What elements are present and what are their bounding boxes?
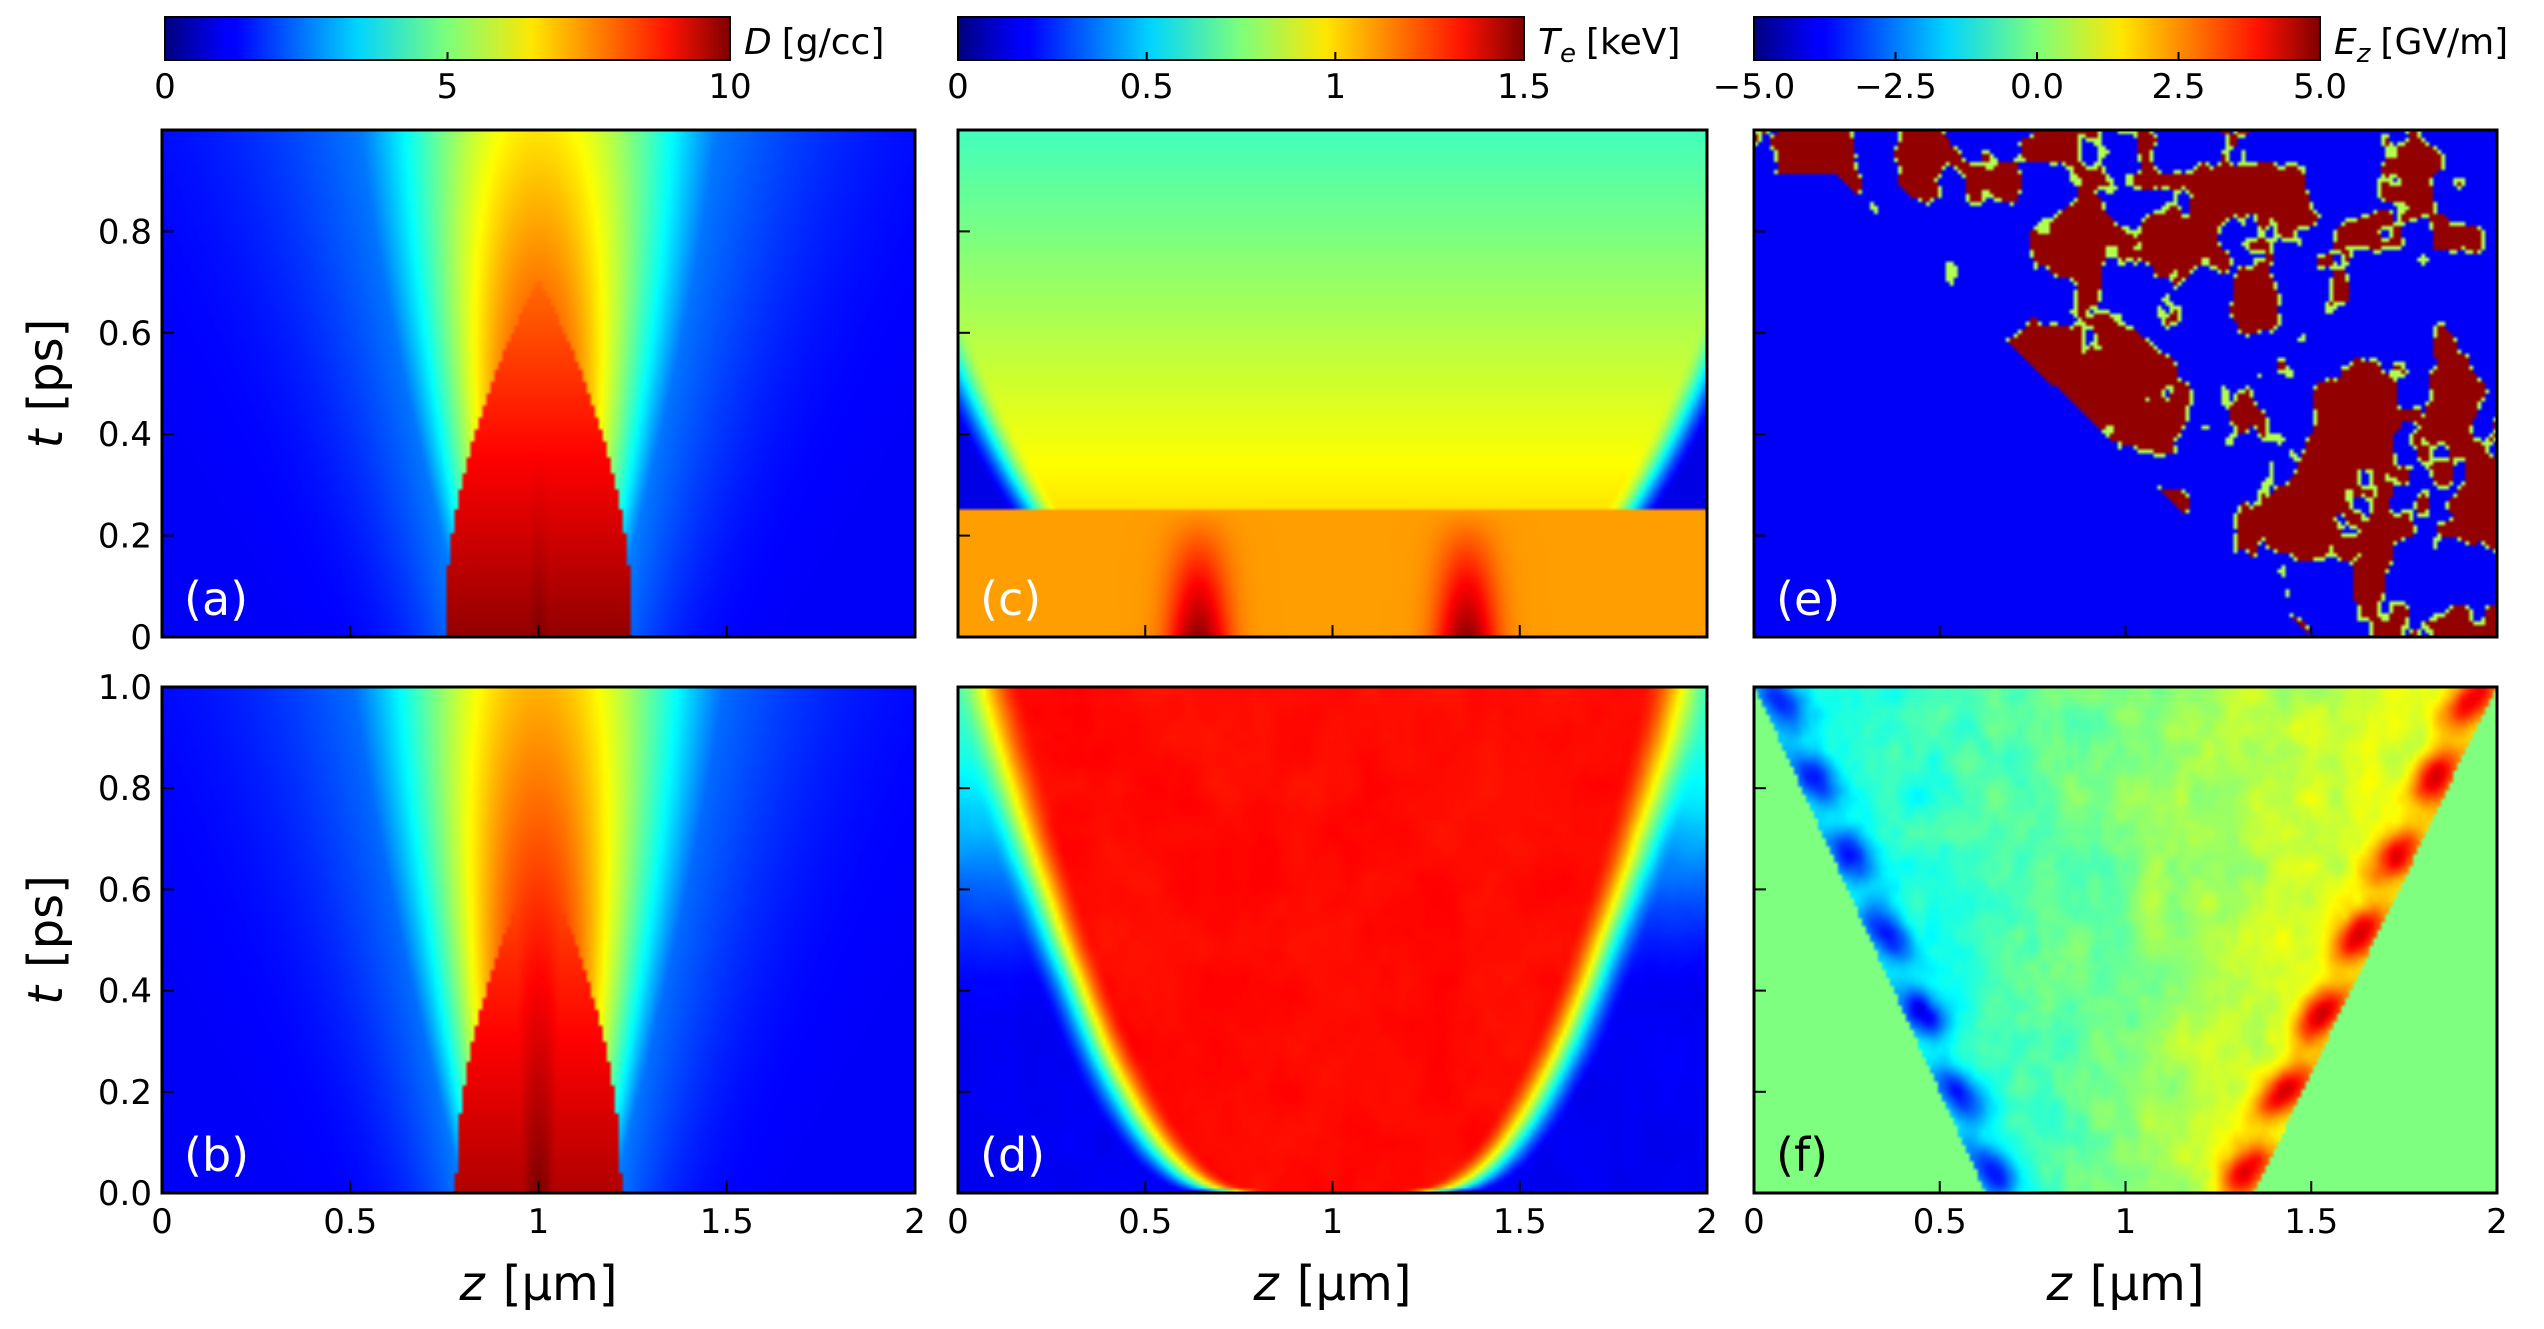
y-tick-label: 0.6 xyxy=(98,314,152,354)
heatmap-e xyxy=(1754,130,2497,637)
x-tick-label: 0.5 xyxy=(323,1202,377,1242)
x-tick-label: 1 xyxy=(1322,1202,1344,1242)
colorbar-tick-label: 2.5 xyxy=(2151,67,2205,107)
x-axis-title-1: z [μm] xyxy=(459,1256,618,1312)
colorbar-tick-label: 0 xyxy=(154,67,176,107)
panel-label-b: (b) xyxy=(184,1128,249,1182)
x-tick-label: 2 xyxy=(904,1202,926,1242)
y-tick-label: 0.4 xyxy=(98,972,152,1012)
text-layer: (a) 0 0.2 0.4 0.6 0.8 (c) (e) (b) 0 0.5 1 1.5 2 0.0 0.2… xyxy=(18,22,2508,1312)
colorbar-tick-label: 0.5 xyxy=(1120,67,1174,107)
colorbar-label-3: Ez [GV/m] xyxy=(2334,22,2508,69)
colorbar-tick-label: 5.0 xyxy=(2293,67,2347,107)
x-tick-label: 1.5 xyxy=(700,1202,754,1242)
x-tick-label: 0 xyxy=(947,1202,969,1242)
heatmap-d xyxy=(958,687,1707,1193)
colorbar-tick-label: −5.0 xyxy=(1713,67,1796,107)
x-tick-label: 0.5 xyxy=(1118,1202,1172,1242)
x-tick-label: 0.5 xyxy=(1913,1202,1967,1242)
x-axis-title-2: z [μm] xyxy=(1253,1256,1412,1312)
x-tick-label: 0 xyxy=(151,1202,173,1242)
colorbar-tick-label: 1 xyxy=(1325,67,1347,107)
y-tick-label: 0.2 xyxy=(98,517,152,557)
y-tick-label: 0.8 xyxy=(98,769,152,809)
y-tick-label: 0.0 xyxy=(98,1174,152,1214)
heatmap-images xyxy=(162,130,2497,1193)
x-tick-label: 0 xyxy=(1743,1202,1765,1242)
y-axis-title-2: t[ps] xyxy=(18,875,74,1005)
y-tick-label: 0.8 xyxy=(98,212,152,252)
colorbar-2 xyxy=(957,16,1525,61)
x-tick-label: 2 xyxy=(1696,1202,1718,1242)
x-tick-label: 1 xyxy=(528,1202,550,1242)
panel-label-c: (c) xyxy=(980,572,1041,626)
heatmap-a xyxy=(162,130,915,637)
x-tick-label: 1 xyxy=(2115,1202,2137,1242)
y-axis-title-1: t[ps] xyxy=(18,319,74,449)
colorbar-tick-label: −2.5 xyxy=(1854,67,1937,107)
y-tick-label: 0.6 xyxy=(98,870,152,910)
y-tick-label: 0.4 xyxy=(98,415,152,455)
panel-label-f: (f) xyxy=(1776,1128,1828,1182)
panel-label-a: (a) xyxy=(184,572,248,626)
y-tick-label: 0.2 xyxy=(98,1073,152,1113)
colorbar-tick-label: 0 xyxy=(947,67,969,107)
panel-label-e: (e) xyxy=(1776,572,1840,626)
x-tick-label: 1.5 xyxy=(2284,1202,2338,1242)
colorbar-label-1: D [g/cc] xyxy=(744,22,884,63)
x-tick-label: 2 xyxy=(2486,1202,2508,1242)
x-axis-title-3: z [μm] xyxy=(2046,1256,2205,1312)
panel-label-d: (d) xyxy=(980,1128,1045,1182)
axes-layer xyxy=(160,16,2499,1195)
y-tick-label: 1.0 xyxy=(98,668,152,708)
y-tick-label: 0 xyxy=(130,618,152,658)
colorbar-tick-label: 1.5 xyxy=(1497,67,1551,107)
x-tick-label: 1.5 xyxy=(1493,1202,1547,1242)
colorbar-tick-label: 5 xyxy=(437,67,459,107)
colorbar-tick-label: 0.0 xyxy=(2010,67,2064,107)
heatmap-b xyxy=(162,687,915,1193)
heatmap-c xyxy=(958,130,1707,637)
colorbar-tick-label: 10 xyxy=(708,67,751,107)
heatmap-f xyxy=(1754,687,2497,1193)
colorbar-label-2: Te [keV] xyxy=(1538,22,1680,69)
